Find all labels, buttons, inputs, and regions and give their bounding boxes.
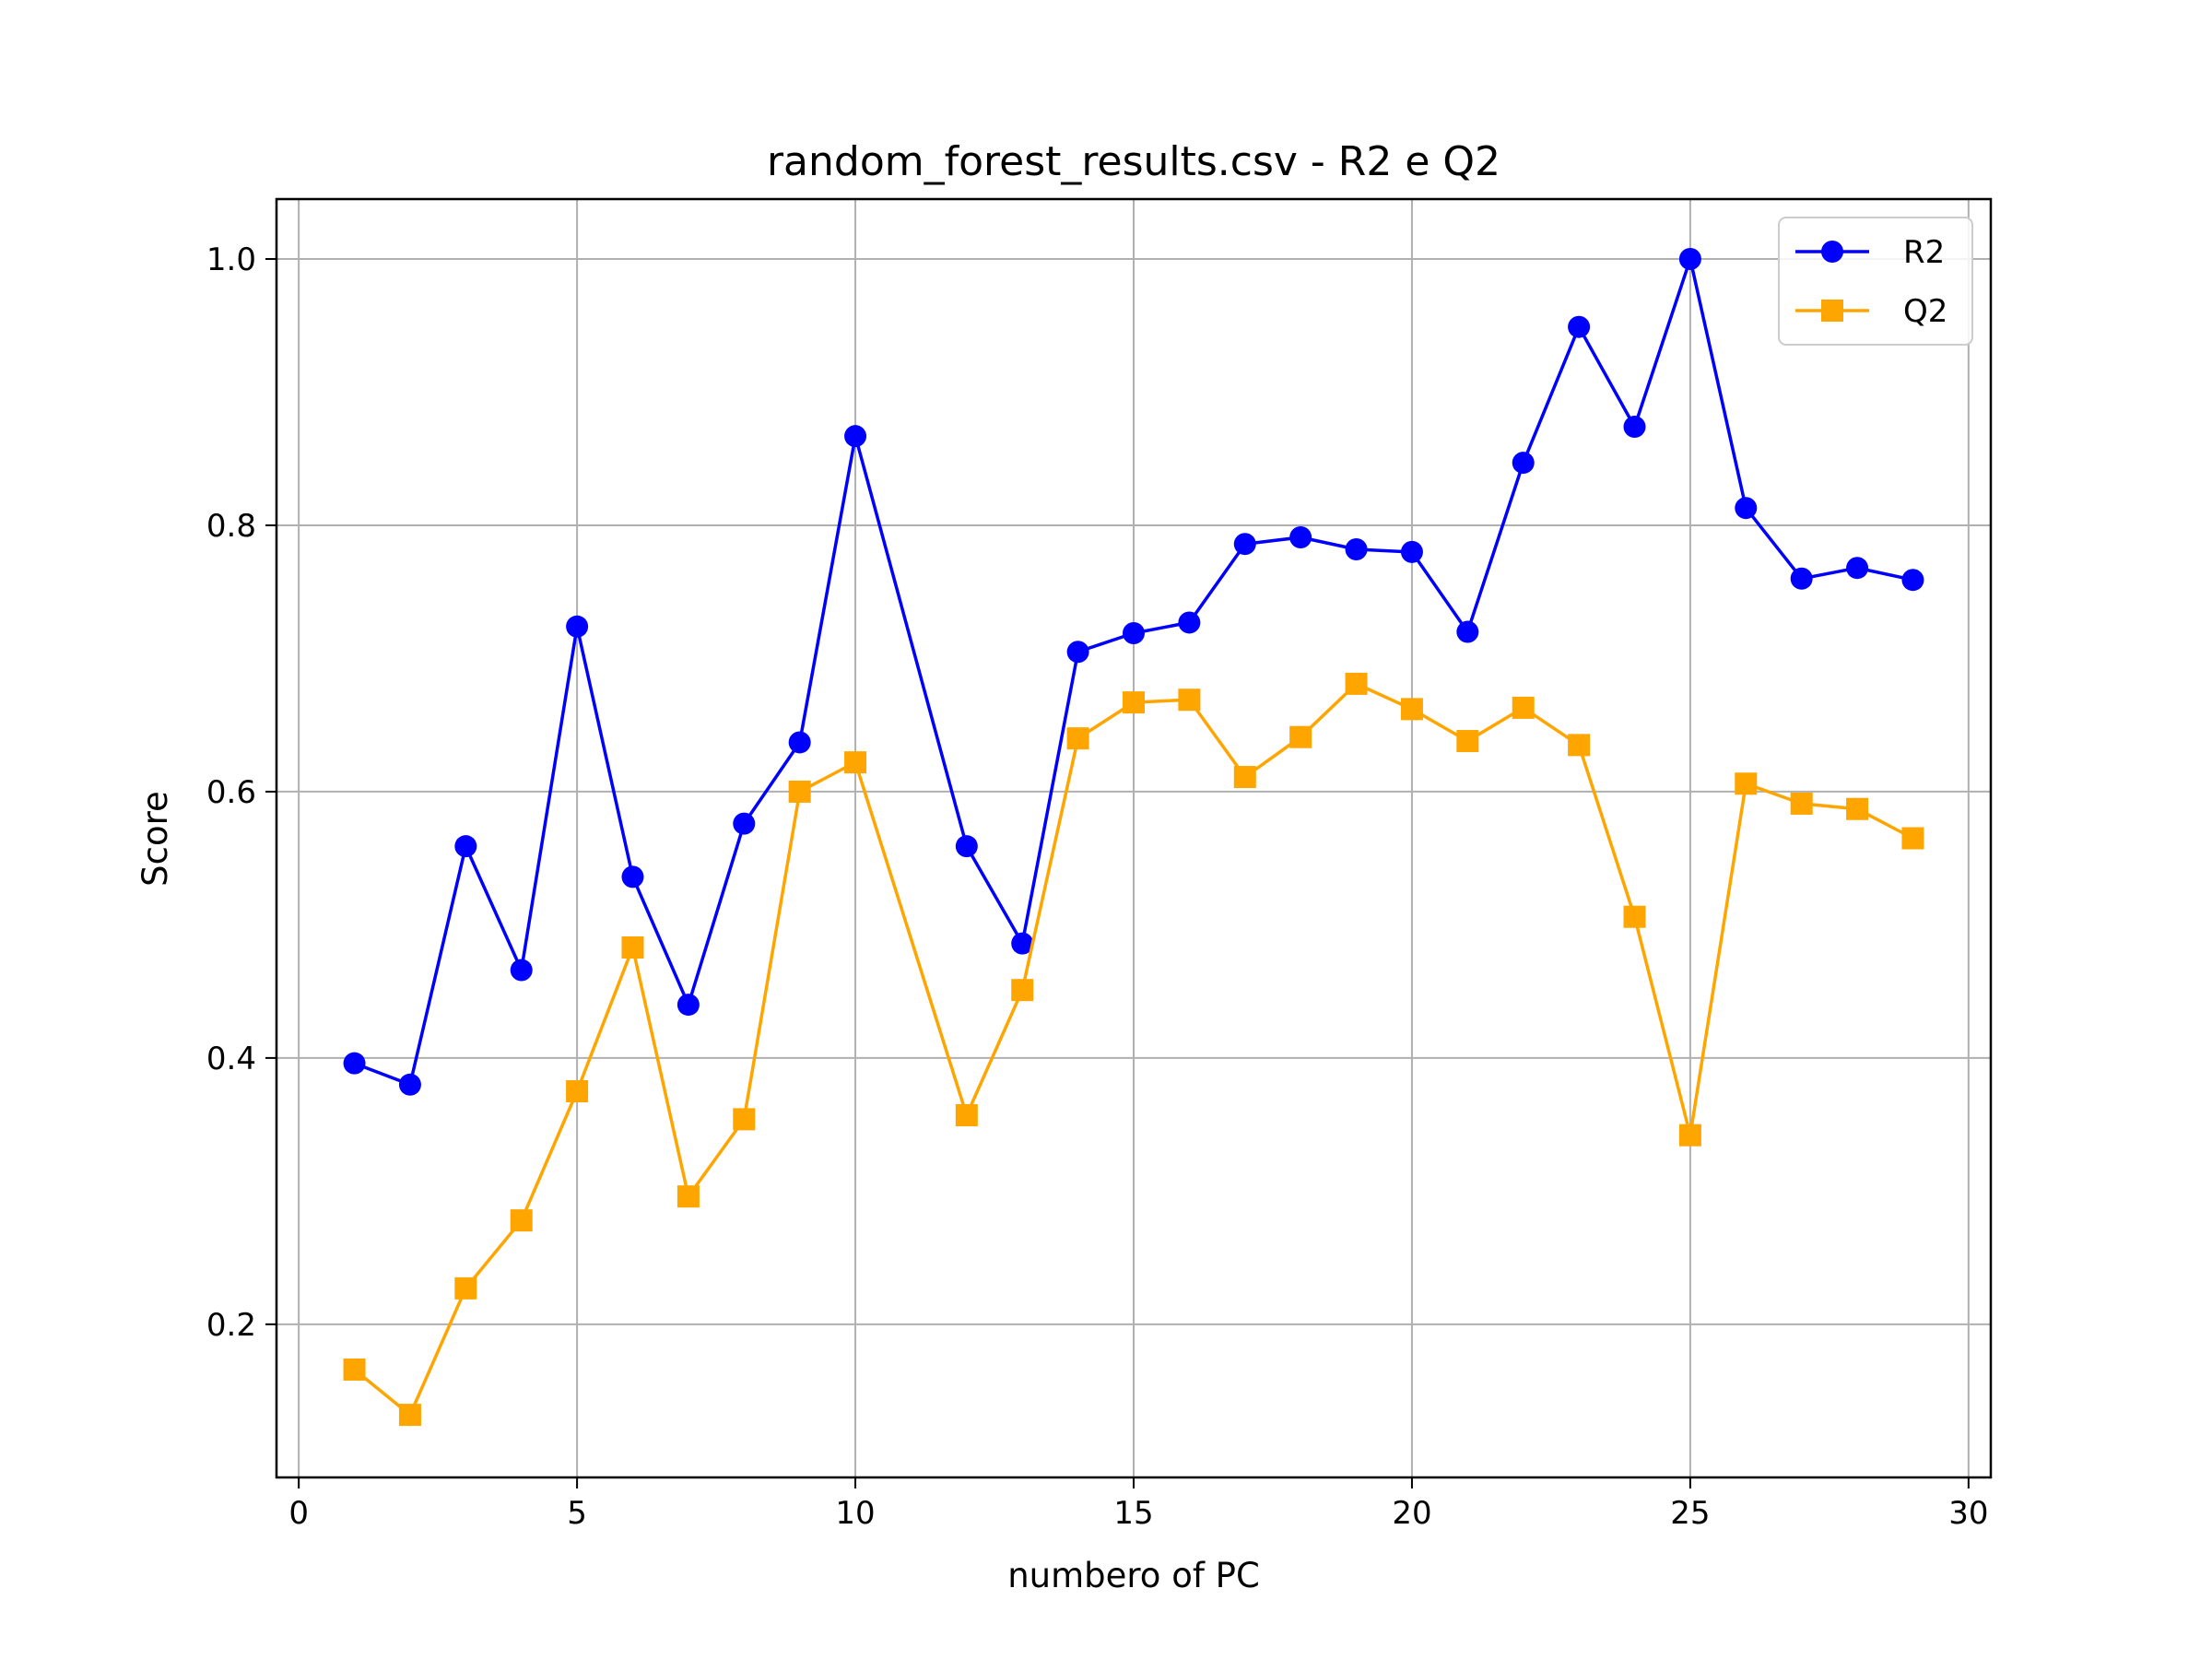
x-axis-label: numbero of PC bbox=[1007, 1556, 1260, 1595]
x-tick-label: 0 bbox=[288, 1495, 309, 1532]
series-q2-point bbox=[1678, 1124, 1701, 1147]
series-q2-point bbox=[1345, 672, 1368, 695]
series-r2-point bbox=[398, 1073, 421, 1096]
series-r2-point bbox=[510, 959, 533, 982]
series-q2-point bbox=[1066, 727, 1089, 750]
series-r2 bbox=[343, 248, 1924, 1096]
series-r2-point bbox=[955, 835, 978, 858]
legend-r2-marker bbox=[1821, 241, 1843, 263]
series-r2-point bbox=[1123, 622, 1145, 645]
x-tick-label: 30 bbox=[1948, 1495, 1988, 1532]
series-r2-point bbox=[1790, 567, 1813, 590]
y-tick-label: 0.4 bbox=[206, 1041, 256, 1077]
series-q2-point bbox=[1846, 797, 1869, 820]
x-tick-label: 25 bbox=[1670, 1495, 1710, 1532]
grid bbox=[276, 199, 1991, 1477]
series-r2-point bbox=[1456, 620, 1479, 643]
series-r2-point bbox=[454, 835, 477, 858]
series-q2-point bbox=[1289, 725, 1312, 748]
series-q2-point bbox=[398, 1404, 421, 1427]
series-r2-point bbox=[1289, 525, 1312, 548]
series-q2-point bbox=[1901, 827, 1924, 850]
series-q2-point bbox=[1011, 979, 1034, 1002]
y-tick-label: 0.2 bbox=[206, 1307, 256, 1344]
x-tick-label: 15 bbox=[1113, 1495, 1153, 1532]
series-r2-point bbox=[1623, 416, 1646, 439]
series-r2-point bbox=[1846, 557, 1869, 580]
series-r2-point bbox=[1345, 537, 1368, 560]
series-q2-point bbox=[454, 1277, 477, 1300]
series-r2-point bbox=[1178, 611, 1201, 634]
series-r2-point bbox=[621, 865, 644, 888]
series-r2-point bbox=[566, 615, 589, 638]
axis-ticks: 0 5 10 15 20 25 30 0.2 0.4 0.6 0.8 1.0 bbox=[206, 241, 1989, 1532]
series-q2-line bbox=[353, 682, 1914, 1417]
legend-q2-marker bbox=[1821, 300, 1843, 322]
series-r2-point bbox=[343, 1052, 366, 1075]
legend-r2-label: R2 bbox=[1903, 234, 1945, 271]
series-layer bbox=[343, 248, 1924, 1427]
series-q2-point bbox=[1400, 698, 1423, 721]
y-tick-label: 1.0 bbox=[206, 241, 256, 278]
series-q2-point bbox=[788, 780, 811, 803]
series-r2-point bbox=[788, 731, 811, 754]
y-axis-label: Score bbox=[135, 791, 175, 887]
series-q2-point bbox=[733, 1108, 756, 1131]
series-q2-point bbox=[1623, 905, 1646, 928]
x-tick-label: 5 bbox=[567, 1495, 587, 1532]
series-q2-point bbox=[844, 751, 867, 774]
series-q2-point bbox=[1178, 688, 1201, 712]
series-r2-point bbox=[1901, 569, 1924, 592]
series-r2-point bbox=[677, 994, 700, 1017]
series-r2-point bbox=[733, 812, 756, 835]
series-r2-point bbox=[1233, 533, 1256, 556]
chart-title: random_forest_results.csv - R2 e Q2 bbox=[767, 138, 1500, 185]
series-r2-line bbox=[353, 257, 1913, 1087]
series-r2-point bbox=[1568, 315, 1591, 338]
series-q2-point bbox=[510, 1209, 533, 1232]
series-r2-point bbox=[1678, 248, 1701, 271]
series-q2-point bbox=[1456, 730, 1479, 753]
series-q2-point bbox=[955, 1104, 978, 1127]
series-r2-point bbox=[1400, 540, 1423, 563]
y-tick-label: 0.8 bbox=[206, 508, 256, 545]
series-q2 bbox=[343, 672, 1924, 1427]
series-r2-point bbox=[1011, 932, 1034, 955]
series-r2-point bbox=[1512, 452, 1535, 475]
y-tick-label: 0.6 bbox=[206, 774, 256, 811]
series-r2-point bbox=[1735, 497, 1758, 520]
x-tick-label: 10 bbox=[835, 1495, 875, 1532]
series-r2-point bbox=[844, 425, 867, 448]
series-q2-point bbox=[1233, 766, 1256, 789]
series-r2-point bbox=[1066, 641, 1089, 664]
series-q2-point bbox=[1735, 772, 1758, 795]
legend: R2 Q2 bbox=[1778, 217, 1973, 346]
series-q2-point bbox=[566, 1080, 589, 1103]
series-q2-point bbox=[1790, 792, 1813, 815]
series-q2-point bbox=[1568, 734, 1591, 757]
x-tick-label: 20 bbox=[1392, 1495, 1431, 1532]
series-q2-point bbox=[677, 1185, 700, 1208]
series-q2-point bbox=[1512, 696, 1535, 719]
legend-q2-label: Q2 bbox=[1903, 293, 1947, 330]
series-q2-point bbox=[1123, 691, 1145, 714]
series-q2-point bbox=[343, 1358, 366, 1381]
series-q2-point bbox=[621, 935, 644, 959]
